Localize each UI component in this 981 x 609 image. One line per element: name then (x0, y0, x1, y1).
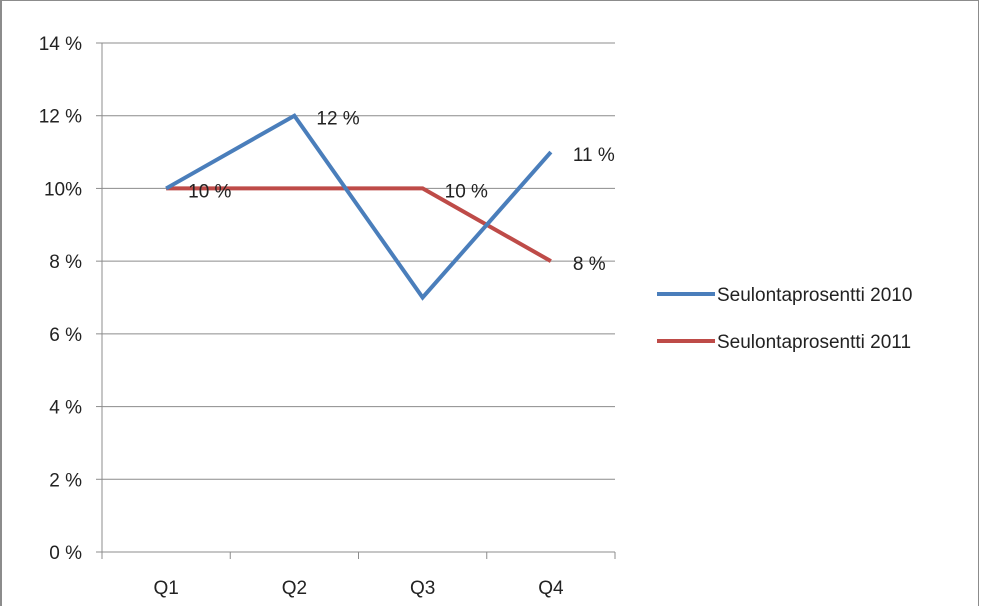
x-tick-label: Q3 (410, 578, 435, 599)
y-tick-label: 14 % (39, 34, 82, 55)
data-label: 10 % (445, 181, 488, 202)
data-label: 11 % (573, 145, 615, 166)
data-label: 10 % (188, 181, 231, 202)
y-tick-label: 4 % (49, 398, 82, 419)
x-tick-label: Q4 (538, 578, 564, 599)
series-line-1 (166, 116, 551, 298)
y-tick-label: 10% (44, 179, 82, 200)
data-label: 12 % (316, 109, 359, 130)
series-lines (166, 116, 551, 298)
data-label: 8 % (573, 254, 606, 275)
y-tick-label: 6 % (49, 325, 82, 346)
x-tick-label: Q1 (153, 578, 178, 599)
y-tick-label: 8 % (49, 252, 82, 273)
x-tick-label: Q2 (282, 578, 307, 599)
legend-label: Seulontaprosentti 2010 (717, 285, 912, 306)
legend: Seulontaprosentti 2010 Seulontaprosentti … (657, 285, 912, 353)
y-tick-label: 0 % (49, 543, 82, 564)
y-tick-label: 2 % (49, 470, 82, 491)
y-tick-label: 12 % (39, 107, 82, 128)
data-labels: 12 % 11 % 10 % 10 % 8 % (188, 109, 615, 275)
legend-label: Seulontaprosentti 2011 (717, 332, 911, 353)
